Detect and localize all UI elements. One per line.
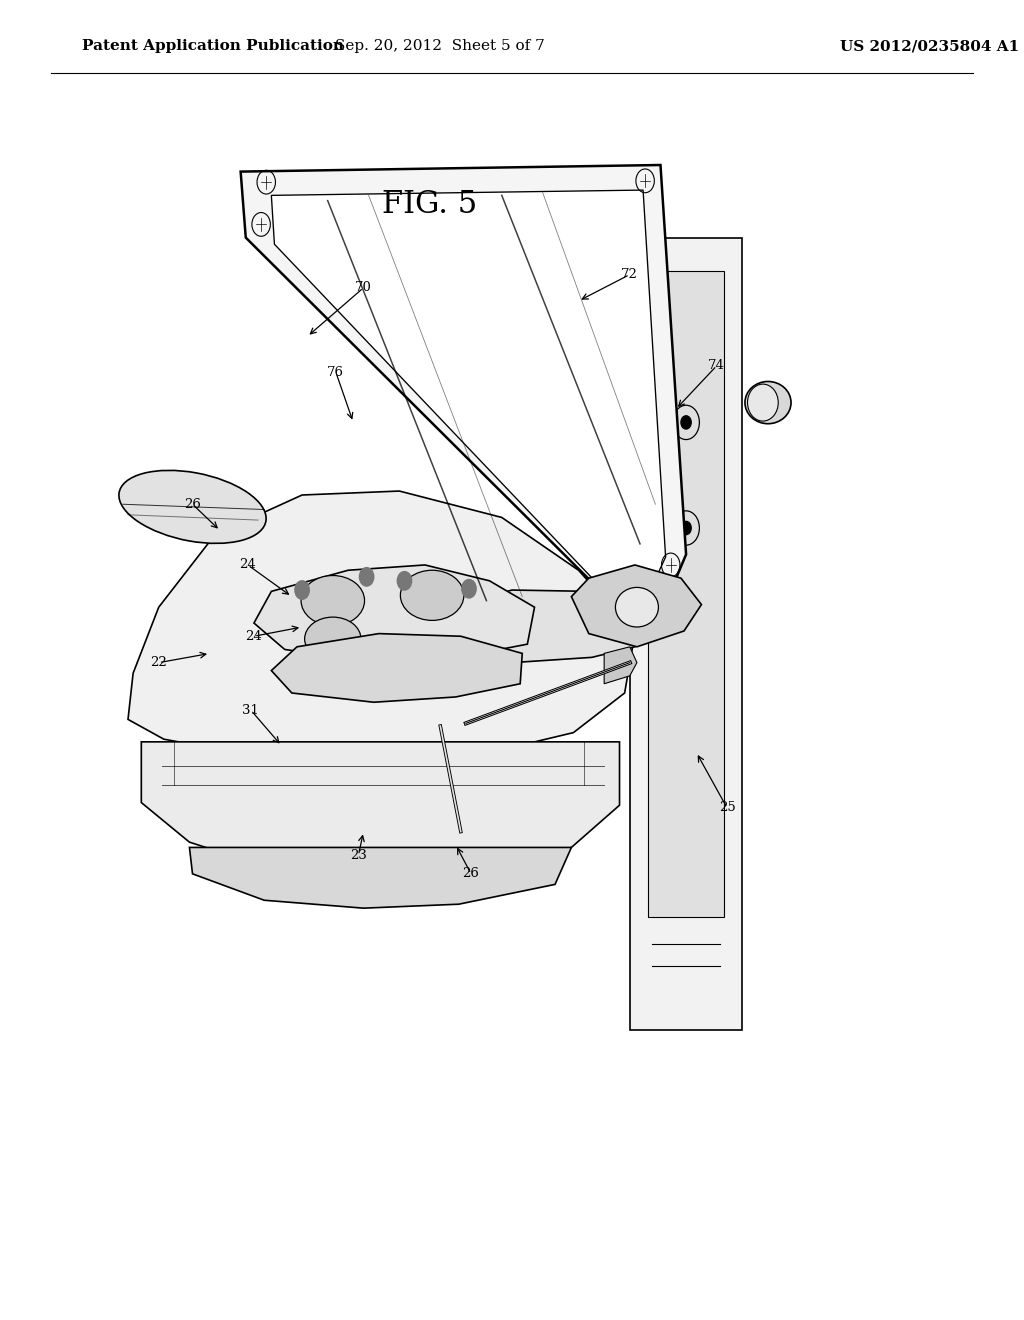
Text: 25: 25 (719, 801, 735, 814)
Text: US 2012/0235804 A1: US 2012/0235804 A1 (840, 40, 1019, 53)
Polygon shape (271, 634, 522, 702)
Ellipse shape (745, 381, 791, 424)
Circle shape (462, 579, 476, 598)
Text: 23: 23 (350, 849, 367, 862)
Text: 70: 70 (355, 281, 372, 294)
Polygon shape (440, 590, 635, 663)
Polygon shape (241, 165, 686, 640)
Text: 31: 31 (243, 704, 259, 717)
Text: 26: 26 (463, 867, 479, 880)
Ellipse shape (400, 570, 464, 620)
Ellipse shape (305, 616, 361, 660)
Circle shape (681, 521, 691, 535)
Text: 76: 76 (328, 366, 344, 379)
Text: 24: 24 (240, 558, 256, 572)
Polygon shape (254, 565, 535, 663)
Text: 22: 22 (151, 656, 167, 669)
Text: Patent Application Publication: Patent Application Publication (82, 40, 344, 53)
Ellipse shape (615, 587, 658, 627)
Circle shape (681, 416, 691, 429)
Polygon shape (604, 647, 637, 684)
Polygon shape (189, 847, 571, 908)
Circle shape (397, 572, 412, 590)
Text: 74: 74 (709, 359, 725, 372)
Circle shape (359, 568, 374, 586)
Bar (630, 238, 742, 1030)
Text: 24: 24 (246, 630, 262, 643)
Text: FIG. 5: FIG. 5 (382, 189, 478, 220)
Text: 72: 72 (622, 268, 638, 281)
Polygon shape (571, 565, 701, 647)
Ellipse shape (301, 576, 365, 626)
Circle shape (295, 581, 309, 599)
Ellipse shape (119, 470, 266, 544)
Text: 26: 26 (184, 498, 201, 511)
Polygon shape (141, 742, 620, 875)
Bar (648, 271, 724, 917)
Polygon shape (128, 491, 635, 755)
Polygon shape (271, 190, 666, 623)
Ellipse shape (748, 384, 778, 421)
Text: Sep. 20, 2012  Sheet 5 of 7: Sep. 20, 2012 Sheet 5 of 7 (336, 40, 545, 53)
